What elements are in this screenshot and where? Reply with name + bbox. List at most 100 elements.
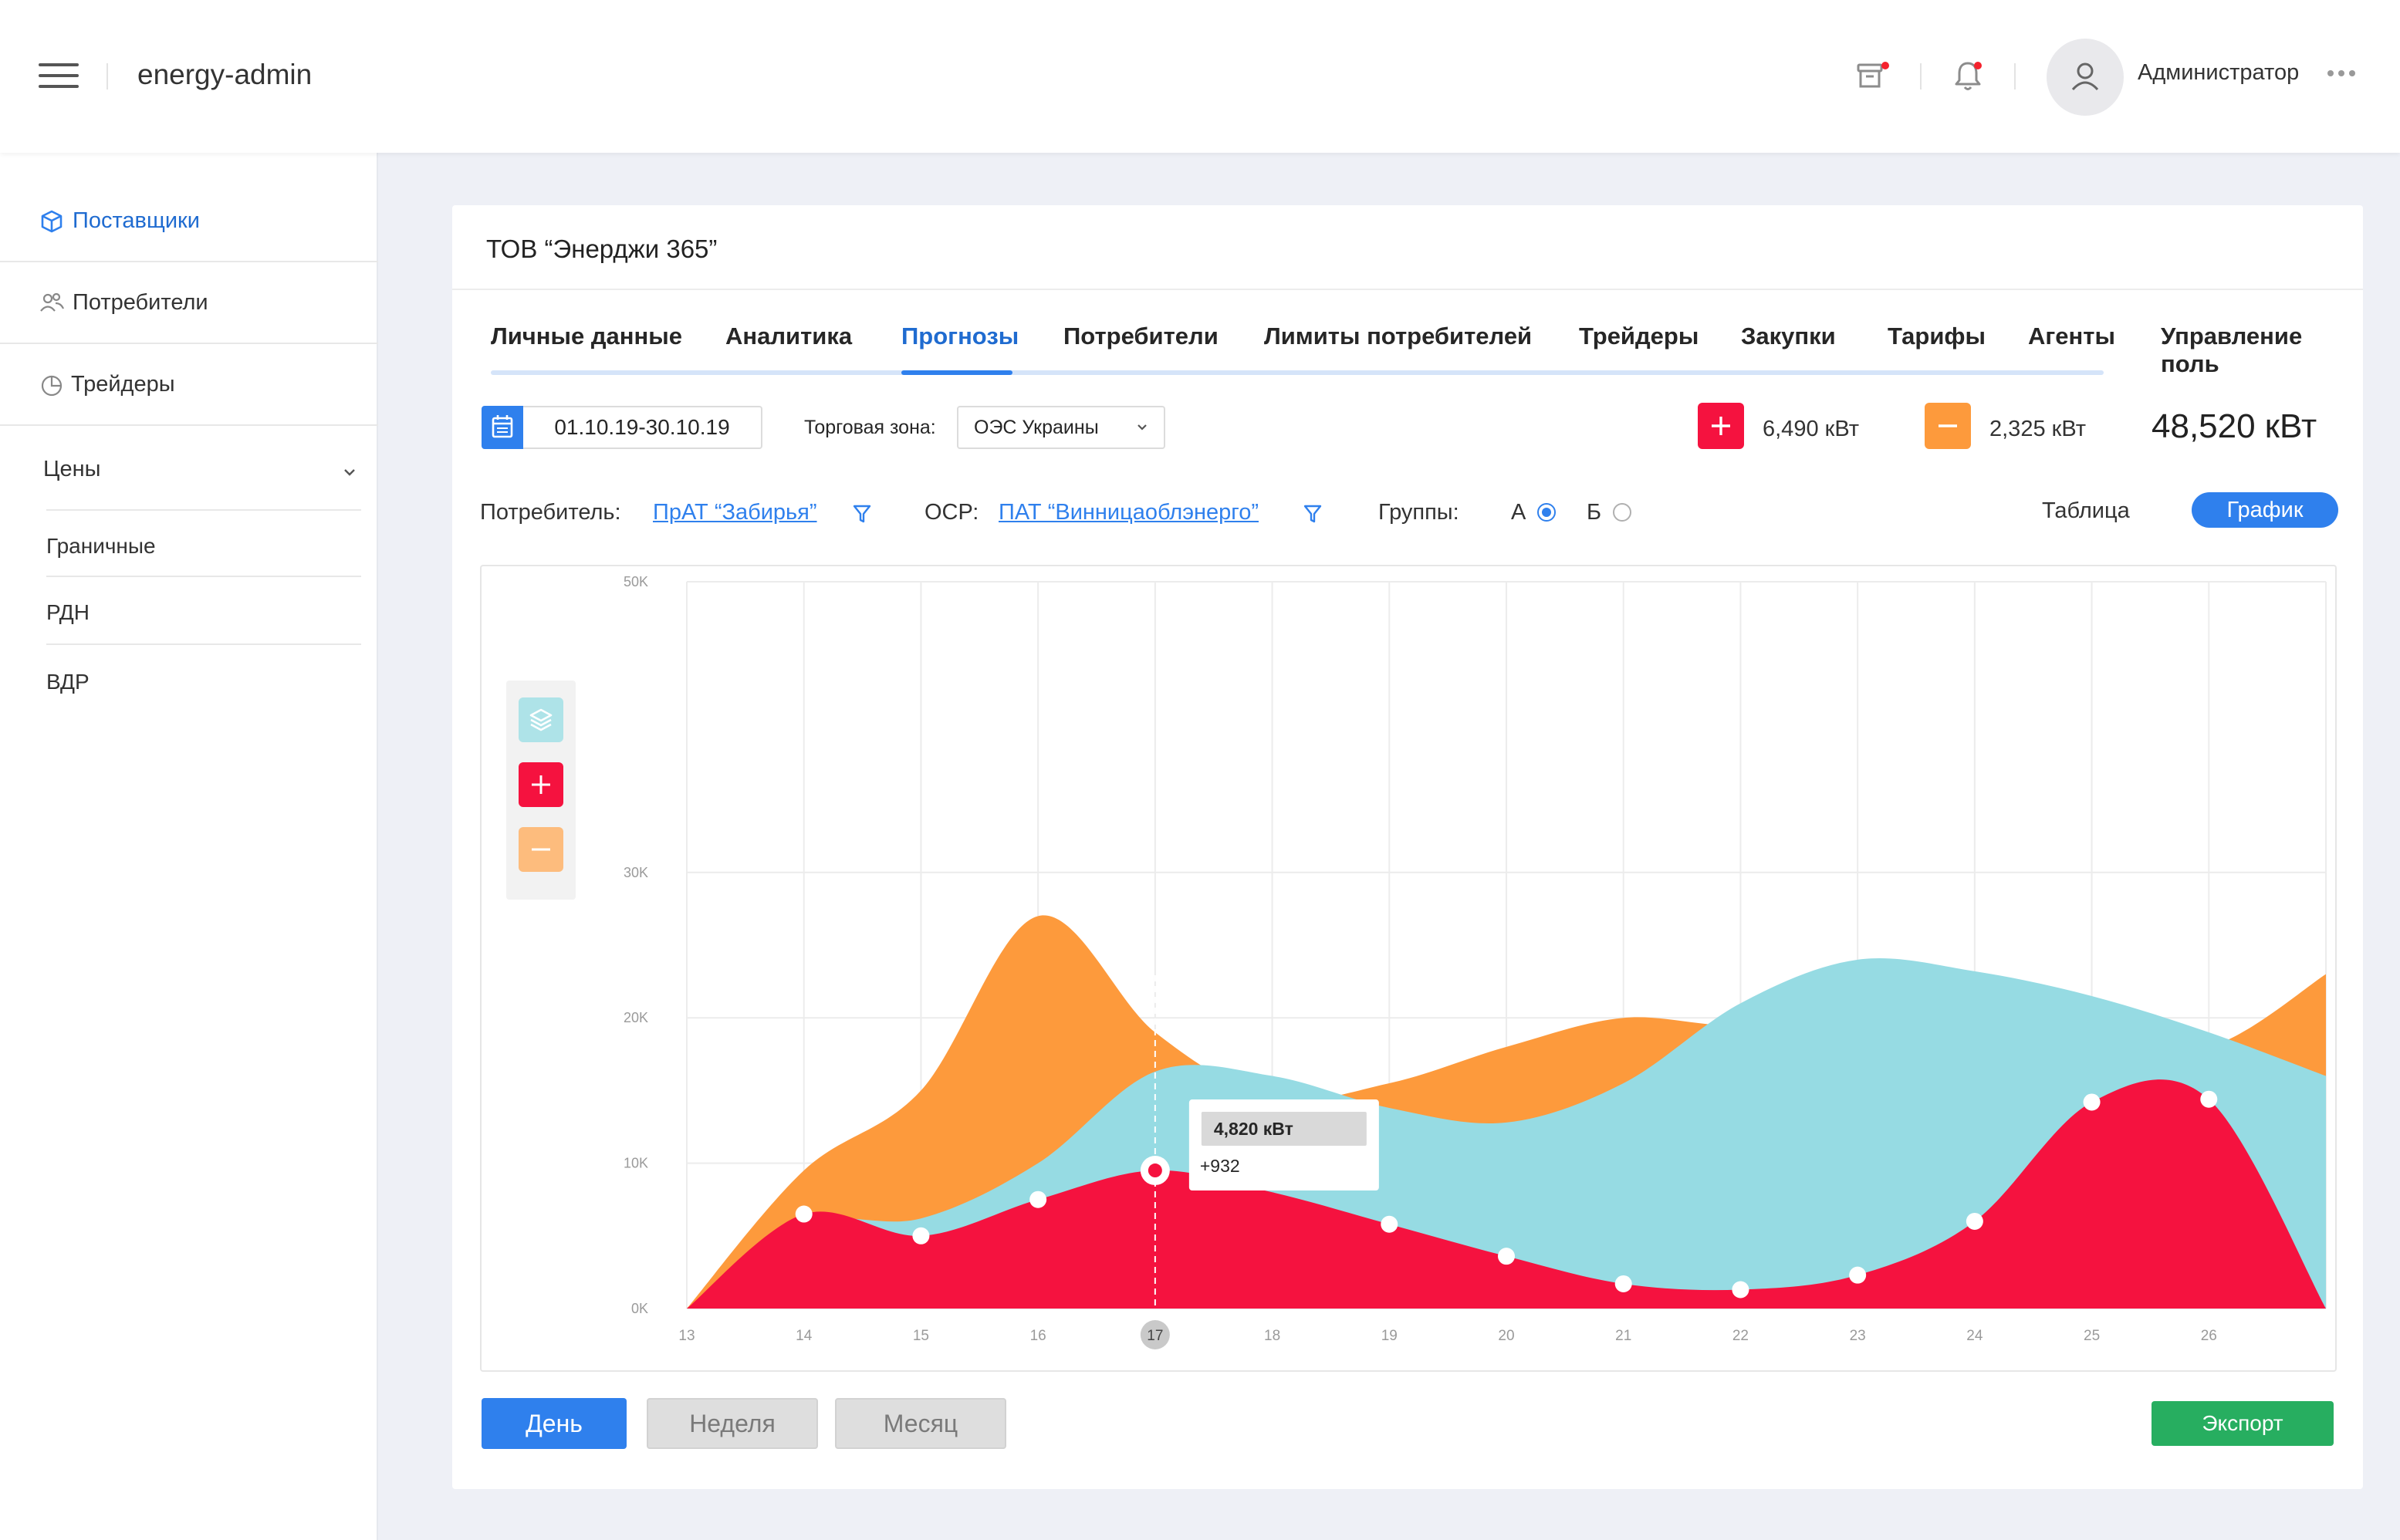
tab-analytics[interactable]: Аналитика — [725, 323, 853, 350]
bell-icon[interactable] — [1952, 59, 1983, 93]
x-tick-label: 23 — [1850, 1328, 1866, 1344]
tab-consumers[interactable]: Потребители — [1063, 323, 1219, 350]
layers-tool[interactable] — [519, 697, 563, 742]
sidebar-sub-item[interactable]: ВДР — [46, 670, 90, 694]
user-icon — [2071, 62, 2099, 91]
archive-badge-dot — [1881, 62, 1889, 69]
x-tick-label: 19 — [1381, 1328, 1398, 1344]
chart-point[interactable] — [1966, 1212, 1983, 1230]
x-tick-label: 15 — [913, 1328, 929, 1344]
header-divider — [1920, 63, 1922, 89]
date-range-input[interactable]: 01.10.19-30.10.19 — [523, 406, 762, 449]
y-tick-label: 20K — [624, 1010, 648, 1025]
chart-point[interactable] — [1614, 1275, 1632, 1292]
chart-point[interactable] — [1732, 1281, 1749, 1299]
chart-point[interactable] — [1381, 1215, 1398, 1233]
zone-label: Торговая зона: — [804, 417, 936, 438]
sidebar-item-label: Поставщики — [73, 208, 200, 233]
bell-badge-dot — [1974, 62, 1982, 69]
chevron-down-icon — [1137, 424, 1147, 431]
tooltip-value: 4,820 кВт — [1214, 1119, 1293, 1139]
tab-purchases[interactable]: Закупки — [1741, 323, 1836, 350]
sidebar-item-consumers[interactable]: Потребители — [0, 264, 378, 344]
cube-icon — [41, 210, 63, 233]
add-series-tool[interactable] — [519, 762, 563, 807]
calendar-button[interactable] — [482, 406, 523, 449]
chart-point[interactable] — [1849, 1266, 1867, 1284]
period-day-button[interactable]: День — [482, 1398, 627, 1449]
sidebar-sub-item[interactable]: Граничные — [46, 534, 156, 558]
minus-icon — [1939, 424, 1957, 427]
sidebar-item-label: Трейдеры — [71, 372, 175, 397]
user-name[interactable]: Администратор — [2138, 60, 2300, 85]
tab-agents[interactable]: Агенты — [2028, 323, 2115, 350]
tabs-active-indicator — [901, 370, 1012, 375]
sidebar-prices-label[interactable]: Цены — [43, 457, 101, 481]
x-tick-label: 14 — [796, 1328, 813, 1344]
tab-forecasts[interactable]: Прогнозы — [901, 323, 1019, 350]
tabs-scroll-track — [491, 370, 2104, 375]
more-icon[interactable] — [2327, 66, 2360, 80]
filter-icon[interactable] — [1303, 503, 1323, 525]
export-button[interactable]: Экспорт — [2152, 1401, 2334, 1446]
divider — [46, 576, 361, 577]
company-title: ТОВ “Энерджи 365” — [486, 235, 718, 263]
plus-icon — [1712, 417, 1730, 435]
zone-select[interactable]: ОЭС Украины — [957, 406, 1165, 449]
chart-point[interactable] — [1029, 1190, 1047, 1208]
area-series-2 — [687, 1079, 2326, 1309]
menu-icon[interactable] — [39, 62, 79, 89]
group-a-radio[interactable] — [1537, 503, 1556, 522]
chart-point[interactable] — [2200, 1090, 2218, 1108]
view-chart-toggle[interactable]: График — [2192, 492, 2338, 528]
filter-icon[interactable] — [852, 503, 872, 525]
plus-value: 6,490 кВт — [1763, 417, 1859, 441]
chart-point[interactable] — [912, 1227, 930, 1244]
x-tick-label: 22 — [1732, 1328, 1749, 1344]
x-tick-label: 26 — [2201, 1328, 2217, 1344]
x-tick-highlight — [1140, 1320, 1170, 1349]
divider — [452, 289, 2363, 290]
app-brand: energy-admin — [137, 59, 313, 90]
calendar-icon — [492, 415, 513, 438]
minus-icon — [532, 848, 550, 851]
total-value: 48,520 кВт — [2152, 407, 2317, 445]
plus-icon — [532, 775, 550, 794]
group-b-radio[interactable] — [1613, 503, 1631, 522]
sidebar-sub-item[interactable]: РДН — [46, 600, 90, 624]
x-tick-label: 24 — [1966, 1328, 1983, 1344]
x-tick-label: 25 — [2084, 1328, 2100, 1344]
tab-personal-data[interactable]: Личные данные — [491, 323, 682, 350]
y-tick-label: 0K — [631, 1301, 648, 1316]
chevron-down-icon[interactable] — [343, 468, 357, 477]
view-table-toggle[interactable]: Таблица — [2042, 498, 2130, 523]
archive-icon[interactable] — [1855, 60, 1889, 91]
tab-tariffs[interactable]: Тарифы — [1888, 323, 1986, 350]
x-axis: 13 14 15 16 17 18 19 20 21 22 23 24 25 26 — [678, 1320, 2217, 1349]
plus-badge — [1698, 403, 1744, 449]
chart-point[interactable] — [1498, 1248, 1515, 1265]
x-tick-label: 18 — [1264, 1328, 1280, 1344]
sidebar-item-label: Потребители — [73, 290, 208, 315]
chart-point[interactable] — [2083, 1093, 2101, 1111]
header-divider — [2014, 63, 2016, 89]
group-b-label: Б — [1587, 500, 1602, 525]
tooltip-delta: +932 — [1200, 1156, 1240, 1176]
remove-series-tool[interactable] — [519, 827, 563, 872]
period-week-button[interactable]: Неделя — [647, 1398, 818, 1449]
chart-point[interactable] — [795, 1205, 813, 1223]
tab-consumer-limits[interactable]: Лимиты потребителей — [1264, 323, 1533, 350]
period-month-button[interactable]: Месяц — [835, 1398, 1006, 1449]
consumer-link[interactable]: ПрАТ “Забирья” — [653, 500, 817, 525]
sidebar-item-suppliers[interactable]: Поставщики — [0, 182, 378, 262]
sidebar-item-traders[interactable]: Трейдеры — [0, 346, 378, 426]
avatar[interactable] — [2047, 39, 2124, 116]
x-tick-label: 20 — [1498, 1328, 1514, 1344]
y-axis: 50K 30K 20K 10K 0K — [624, 574, 648, 1316]
main-card: ТОВ “Энерджи 365” Личные данные Аналитик… — [452, 205, 2363, 1489]
tab-user-management[interactable]: Управление поль — [2161, 323, 2303, 377]
zone-select-value: ОЭС Украины — [974, 417, 1099, 438]
osr-link[interactable]: ПАТ “Винницаоблэнерго” — [999, 500, 1259, 525]
chart-areas — [687, 915, 2326, 1309]
tab-traders[interactable]: Трейдеры — [1579, 323, 1699, 350]
